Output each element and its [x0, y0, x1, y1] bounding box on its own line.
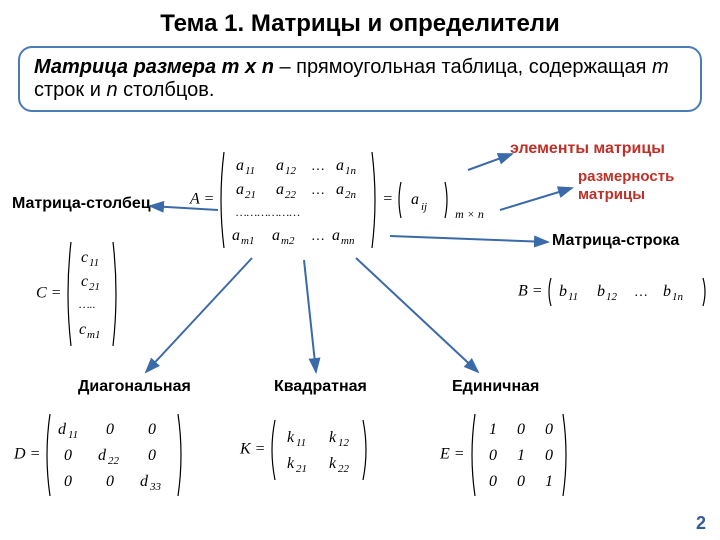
label-diagonal: Диагональная [78, 378, 191, 396]
svg-text:1n: 1n [672, 291, 684, 303]
svg-text:………………: ……………… [236, 205, 300, 219]
svg-text:ij: ij [421, 201, 427, 213]
svg-text:a: a [336, 181, 344, 198]
svg-text:b: b [663, 283, 671, 300]
svg-text:11: 11 [89, 257, 99, 269]
svg-text:2n: 2n [345, 189, 357, 201]
svg-text:a: a [411, 191, 419, 208]
svg-text:…: … [312, 183, 324, 198]
svg-text:12: 12 [338, 437, 350, 449]
svg-text:a: a [336, 157, 344, 174]
svg-text:0: 0 [489, 447, 497, 464]
svg-text:0: 0 [148, 421, 156, 438]
svg-text:0: 0 [106, 421, 114, 438]
svg-text:d: d [58, 421, 67, 438]
label-row-matrix: Матрица-строка [552, 232, 679, 250]
svg-text:0: 0 [545, 421, 553, 438]
definition-box: Матрица размера m x n – прямоугольная та… [18, 46, 702, 112]
svg-text:0: 0 [489, 473, 497, 490]
svg-text:11: 11 [296, 437, 306, 449]
svg-text:21: 21 [296, 463, 307, 475]
label-dimension-2: матрицы [578, 186, 645, 203]
svg-text:d: d [98, 447, 107, 464]
svg-text:a: a [276, 157, 284, 174]
label-square: Квадратная [274, 378, 367, 396]
svg-text:1n: 1n [345, 165, 357, 177]
svg-text:a: a [236, 157, 244, 174]
label-elements: элементы матрицы [510, 140, 665, 158]
svg-text:k: k [329, 455, 337, 472]
label-identity: Единичная [452, 378, 539, 396]
svg-text:k: k [287, 455, 295, 472]
svg-text:11: 11 [245, 165, 255, 177]
svg-text:1: 1 [545, 473, 553, 490]
svg-text:33: 33 [149, 481, 162, 493]
svg-text:…..: ….. [79, 297, 96, 311]
svg-text:k: k [287, 429, 295, 446]
page-title: Тема 1. Матрицы и определители [0, 0, 720, 46]
def-m: m [652, 56, 669, 78]
def-n: n [106, 79, 117, 101]
matrix-k: K = k11 k12 k21 k22 [240, 418, 369, 482]
svg-text:mn: mn [341, 235, 355, 247]
svg-text:22: 22 [285, 189, 297, 201]
def-rest: – прямоугольная таблица, содержащая [274, 56, 652, 78]
svg-text:k: k [329, 429, 337, 446]
def-mid: строк и [34, 79, 106, 101]
label-dimension-1: размерность [578, 168, 674, 185]
svg-text:a: a [236, 181, 244, 198]
svg-text:…: … [312, 159, 324, 174]
svg-text:12: 12 [606, 291, 618, 303]
svg-text:m2: m2 [281, 235, 295, 247]
matrix-b: B = b11 b12 … b1n [518, 276, 707, 308]
svg-text:a: a [272, 227, 280, 244]
svg-text:21: 21 [245, 189, 256, 201]
svg-text:b: b [559, 283, 567, 300]
svg-text:d: d [140, 473, 149, 490]
svg-text:c: c [81, 273, 88, 290]
svg-text:11: 11 [568, 291, 578, 303]
svg-text:11: 11 [68, 429, 78, 441]
def-tail: столбцов. [118, 79, 215, 101]
svg-text:0: 0 [517, 421, 525, 438]
svg-text:1: 1 [517, 447, 525, 464]
svg-text:a: a [332, 227, 340, 244]
def-lead: Матрица размера m x n [34, 56, 274, 78]
svg-text:22: 22 [338, 463, 350, 475]
svg-text:c: c [79, 321, 86, 338]
svg-text:0: 0 [106, 473, 114, 490]
matrix-c: C = c11 c21 ….. cm1 [36, 240, 119, 348]
label-column-matrix: Матрица-столбец [12, 195, 151, 213]
svg-text:a: a [276, 181, 284, 198]
svg-text:0: 0 [64, 473, 72, 490]
svg-text:22: 22 [108, 455, 120, 467]
page-number: 2 [696, 513, 706, 534]
svg-text:21: 21 [89, 281, 100, 293]
svg-text:c: c [81, 249, 88, 266]
svg-text:12: 12 [285, 165, 297, 177]
svg-text:0: 0 [517, 473, 525, 490]
svg-text:0: 0 [64, 447, 72, 464]
svg-text:…: … [635, 285, 647, 300]
svg-text:…: … [312, 229, 324, 244]
svg-text:0: 0 [545, 447, 553, 464]
svg-text:m1: m1 [87, 329, 100, 341]
svg-text:0: 0 [148, 447, 156, 464]
svg-text:b: b [597, 283, 605, 300]
matrix-a: A = a11 a12 … a1n a21 a22 … a2n ……………… a… [190, 150, 496, 250]
matrix-d: D = d11 0 0 0 d22 0 0 0 d33 [14, 412, 184, 498]
svg-text:1: 1 [489, 421, 497, 438]
svg-text:m1: m1 [241, 235, 254, 247]
matrix-e: E = 100 010 001 [440, 412, 569, 498]
svg-text:a: a [232, 227, 240, 244]
